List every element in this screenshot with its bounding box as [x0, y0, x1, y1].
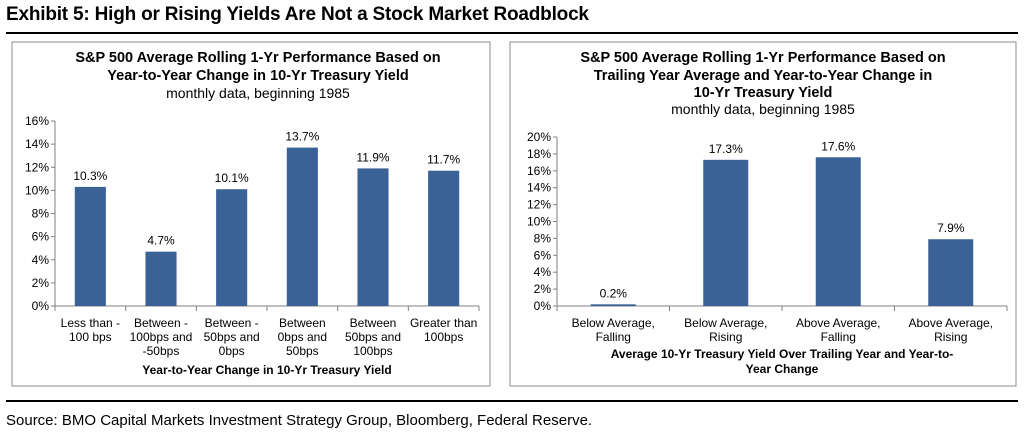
y-tick-label: 8% — [534, 231, 552, 245]
x-category-label: 100bps and — [130, 330, 193, 344]
x-category-label: Between - — [134, 316, 188, 330]
y-tick-label: 0% — [32, 299, 50, 313]
y-tick-label: 6% — [534, 248, 552, 262]
source-note: Source: BMO Capital Markets Investment S… — [6, 412, 593, 429]
x-category-label: Below Average, — [572, 316, 655, 330]
x-axis-title: Year Change — [746, 362, 819, 376]
x-category-label: 100 bps — [69, 330, 112, 344]
data-label: 4.7% — [147, 234, 175, 248]
exhibit-title: Exhibit 5: High or Rising Yields Are Not… — [6, 4, 589, 25]
x-category-label: Rising — [934, 330, 967, 344]
y-tick-label: 2% — [534, 282, 552, 296]
chart-subtitle: monthly data, beginning 1985 — [671, 101, 855, 117]
chart-2: S&P 500 Average Rolling 1-Yr Performance… — [509, 41, 1017, 387]
chart-frame — [11, 41, 491, 387]
x-category-label: 50bps and — [345, 330, 401, 344]
y-tick-label: 12% — [527, 198, 551, 212]
bar — [286, 147, 318, 306]
data-label: 17.3% — [709, 142, 743, 156]
x-category-label: 100bps — [353, 344, 392, 358]
top-divider — [6, 32, 1018, 34]
y-tick-label: 14% — [25, 137, 49, 151]
chart-frame — [509, 41, 1017, 387]
y-tick-label: 14% — [527, 181, 551, 195]
x-category-label: 0bps — [219, 344, 245, 358]
bar — [428, 170, 460, 306]
x-category-label: Above Average, — [908, 316, 993, 330]
data-label: 10.1% — [215, 171, 249, 185]
y-tick-label: 4% — [534, 265, 552, 279]
chart-title-line: S&P 500 Average Rolling 1-Yr Performance… — [580, 50, 945, 66]
x-category-label: Below Average, — [684, 316, 767, 330]
x-category-label: Rising — [709, 330, 742, 344]
y-tick-label: 2% — [32, 276, 50, 290]
x-category-label: Falling — [596, 330, 631, 344]
x-category-label: Falling — [821, 330, 856, 344]
y-tick-label: 6% — [32, 230, 50, 244]
bar — [928, 239, 974, 306]
x-category-label: Between — [279, 316, 326, 330]
x-category-label: Between — [350, 316, 397, 330]
data-label: 7.9% — [937, 221, 965, 235]
bar — [74, 186, 106, 306]
data-label: 0.2% — [600, 286, 628, 300]
x-category-label: Above Average, — [796, 316, 881, 330]
y-tick-label: 8% — [32, 207, 50, 221]
y-tick-label: 4% — [32, 253, 50, 267]
y-tick-label: 20% — [527, 130, 551, 144]
x-category-label: Less than - — [61, 316, 120, 330]
x-axis-title: Year-to-Year Change in 10-Yr Treasury Yi… — [142, 363, 391, 377]
x-category-label: 0bps and — [278, 330, 327, 344]
bar — [216, 189, 248, 306]
y-tick-label: 0% — [534, 299, 552, 313]
data-label: 10.3% — [73, 169, 107, 183]
bar — [703, 159, 749, 306]
bar — [815, 157, 861, 306]
chart-title-line: S&P 500 Average Rolling 1-Yr Performance… — [75, 50, 440, 66]
x-category-label: Between - — [205, 316, 259, 330]
chart-title-line: 10-Yr Treasury Yield — [694, 85, 833, 101]
chart-title-line: Trailing Year Average and Year-to-Year C… — [594, 68, 932, 84]
y-tick-label: 16% — [527, 164, 551, 178]
chart-1: S&P 500 Average Rolling 1-Yr Performance… — [11, 41, 491, 387]
y-tick-label: 12% — [25, 160, 49, 174]
bar — [145, 251, 177, 306]
x-axis-title: Average 10-Yr Treasury Yield Over Traili… — [611, 347, 954, 361]
data-label: 13.7% — [285, 130, 319, 144]
data-label: 11.9% — [356, 150, 389, 164]
y-tick-label: 10% — [25, 183, 49, 197]
bottom-divider — [6, 400, 1018, 402]
y-tick-label: 16% — [25, 114, 49, 128]
data-label: 17.6% — [821, 139, 855, 153]
chart-subtitle: monthly data, beginning 1985 — [166, 85, 350, 101]
y-tick-label: 18% — [527, 147, 551, 161]
y-tick-label: 10% — [527, 215, 551, 229]
chart-title-line: Year-to-Year Change in 10-Yr Treasury Yi… — [107, 68, 408, 84]
bar — [590, 304, 636, 306]
data-label: 11.7% — [427, 153, 460, 167]
x-category-label: 100bps — [424, 330, 463, 344]
x-category-label: Greater than — [410, 316, 477, 330]
bar — [357, 168, 389, 306]
x-category-label: 50bps and — [204, 330, 260, 344]
x-category-label: 50bps — [286, 344, 319, 358]
x-category-label: -50bps — [143, 344, 180, 358]
